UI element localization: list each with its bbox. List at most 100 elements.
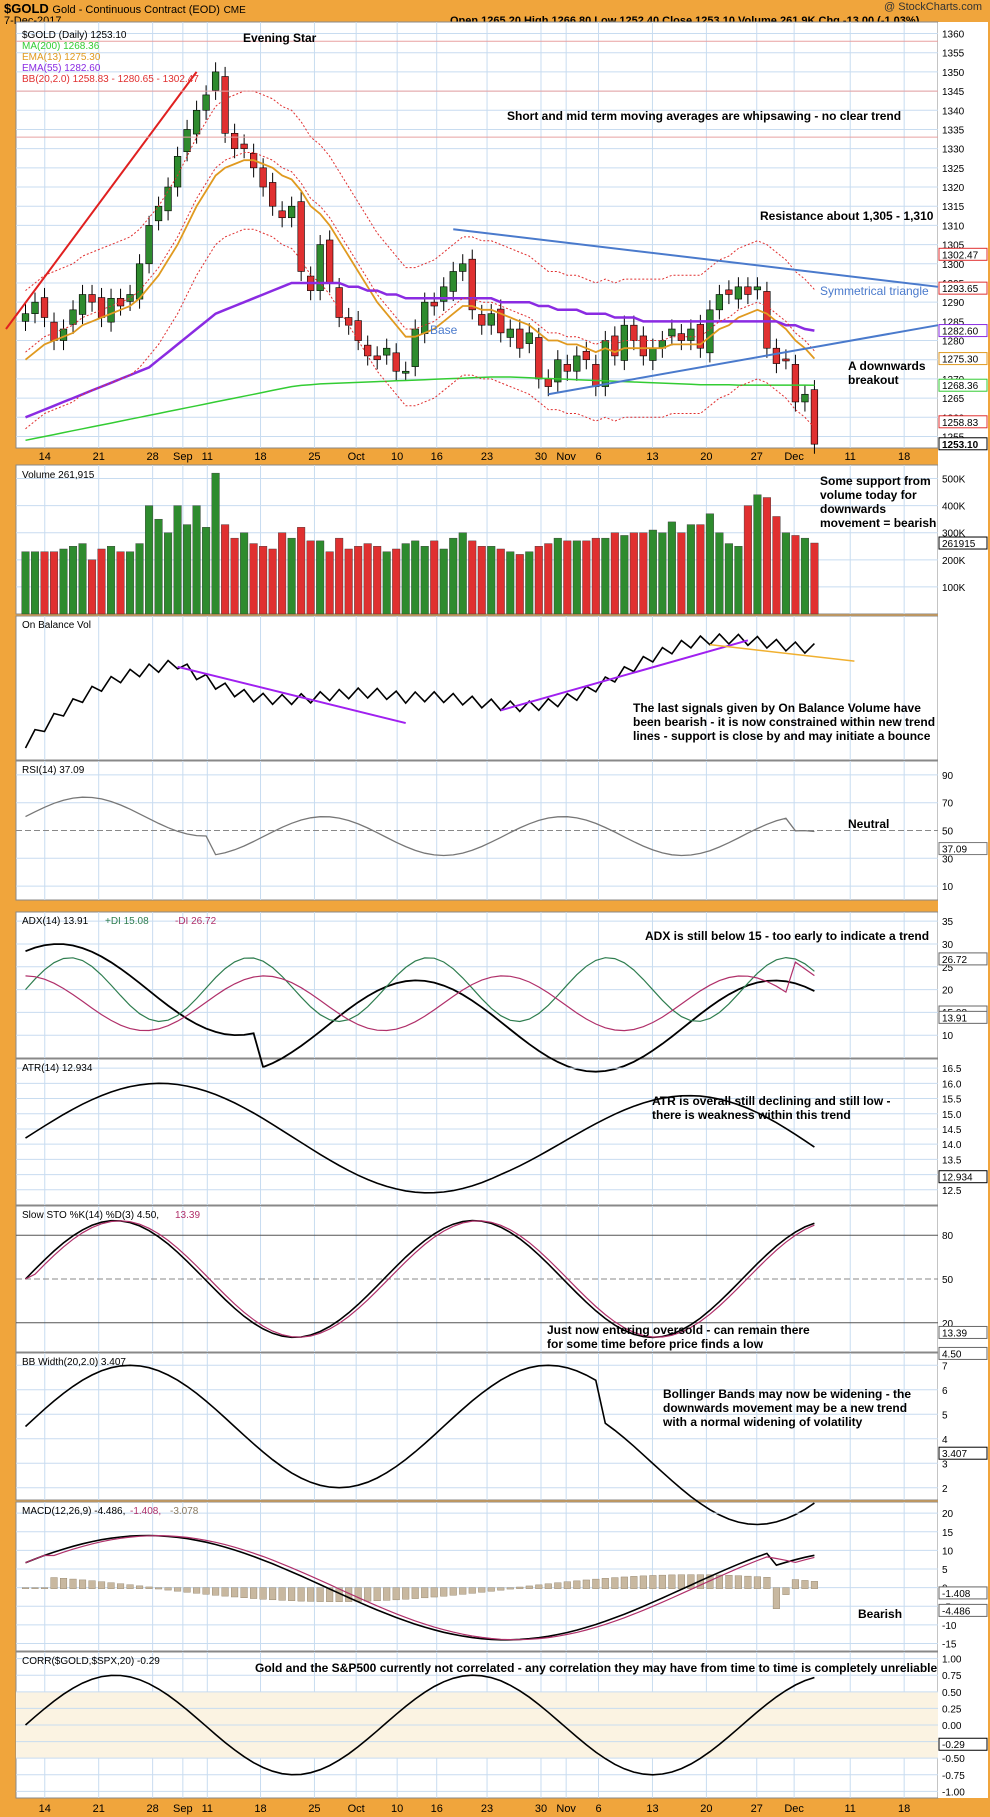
candle-body — [478, 314, 486, 326]
volume-bar — [145, 505, 154, 615]
price-legend-1: MA(200) 1268.36 — [22, 41, 100, 52]
candle-body — [21, 313, 30, 322]
x-tick-label: Nov — [556, 1803, 576, 1815]
macd-histogram-bar — [468, 1587, 476, 1594]
volume-bar — [59, 548, 68, 615]
macd-histogram-bar — [449, 1587, 457, 1596]
panel-atr — [15, 1058, 939, 1206]
macd-tick: -10 — [942, 1621, 957, 1632]
candle-body — [288, 205, 296, 219]
bbw-badge-box — [938, 1446, 988, 1460]
price-tick: 1310 — [942, 221, 965, 232]
volume-bar — [772, 516, 781, 615]
atr-note-0: ATR is overall still declining and still… — [652, 1094, 890, 1108]
macd-badge-box — [938, 1586, 988, 1600]
price-tick: 1345 — [942, 87, 965, 98]
macd-histogram-bar — [117, 1583, 125, 1589]
volume-bar — [69, 546, 78, 615]
macd-tick: 20 — [942, 1509, 954, 1520]
macd-histogram-bar — [649, 1575, 657, 1589]
volume-bar — [116, 551, 125, 615]
volume-bar — [800, 537, 809, 615]
macd-histogram-bar — [193, 1587, 201, 1594]
candle-body — [810, 389, 819, 445]
adx-note: ADX is still below 15 - too early to ind… — [645, 929, 929, 943]
macd-histogram-bar — [478, 1587, 486, 1593]
macd-histogram-bar — [563, 1581, 571, 1589]
corr-tick: -1.00 — [942, 1787, 965, 1798]
macd-histogram-bar — [40, 1587, 49, 1589]
candle-body — [326, 239, 334, 284]
volume-bar — [534, 546, 543, 615]
macd-histogram-bar — [715, 1574, 723, 1589]
obv-legend: On Balance Vol — [22, 620, 91, 631]
macd-histogram-bar — [31, 1587, 39, 1589]
candle-body — [563, 364, 571, 372]
candle-body — [535, 337, 543, 380]
candle-body — [687, 328, 695, 341]
macd-histogram-bar — [753, 1576, 761, 1589]
macd-histogram-bar — [383, 1587, 391, 1601]
corr-tick: 0.75 — [942, 1671, 962, 1682]
volume-bar — [439, 548, 448, 615]
macd-histogram-bar — [326, 1587, 334, 1602]
x-tick-label: 30 — [535, 1803, 547, 1815]
price-badge: 1258.83 — [942, 418, 979, 429]
corr-legend: CORR($GOLD,$SPX,20) -0.29 — [22, 1656, 160, 1667]
x-tick-label: 25 — [308, 1803, 320, 1815]
macd-histogram-bar — [734, 1575, 742, 1589]
volume-tick: 400K — [942, 502, 966, 513]
candle-body — [668, 328, 676, 337]
volume-tick: 200K — [942, 556, 966, 567]
candle-body — [449, 271, 457, 292]
macd-tick: 10 — [942, 1546, 954, 1557]
breakout-note-1: A downwards — [848, 359, 926, 373]
macd-histogram-bar — [174, 1587, 182, 1592]
corr-line — [24, 1674, 815, 1776]
volume-tick: 100K — [942, 583, 966, 594]
macd-histogram-bar — [212, 1587, 220, 1596]
atr-tick: 15.5 — [942, 1095, 962, 1106]
candle-body — [230, 132, 239, 149]
volume-bar — [259, 546, 268, 615]
sto-tick: 50 — [942, 1275, 954, 1286]
macd-histogram-bar — [535, 1584, 543, 1589]
macd-histogram-bar — [421, 1587, 429, 1599]
macd-tick: -15 — [942, 1640, 957, 1651]
x-tick-label-top: Nov — [556, 451, 576, 463]
ema55-line — [25, 281, 815, 419]
candle-body — [706, 309, 714, 354]
ma200-line — [25, 376, 815, 442]
volume-bar — [648, 529, 657, 615]
macd-histogram-bar — [525, 1585, 533, 1589]
volume-bar — [287, 537, 296, 615]
x-tick-label: 27 — [751, 1803, 763, 1815]
macd-histogram-bar — [497, 1587, 505, 1591]
x-tick-label-top: 21 — [93, 451, 105, 463]
macd-legend: MACD(12,26,9) -4.486, — [22, 1506, 125, 1517]
volume-bar — [667, 521, 676, 615]
sto-note-1: for some time before price finds a low — [547, 1337, 764, 1351]
rsi-line — [25, 796, 815, 857]
volume-bar — [781, 532, 790, 615]
candle-body — [487, 313, 495, 326]
macd-histogram-bar — [202, 1587, 210, 1595]
corr-badge-box — [938, 1737, 988, 1751]
rsi-badge-box — [938, 842, 988, 856]
volume-tick: 300K — [942, 529, 966, 540]
candle-body — [364, 344, 372, 357]
price-badge-box — [938, 352, 988, 366]
volume-bar — [297, 527, 306, 615]
volume-bar — [658, 532, 667, 615]
macd-signal-legend: -1.408, — [130, 1506, 161, 1517]
volume-bar — [762, 497, 771, 615]
macd-histogram-bar — [639, 1575, 647, 1589]
macd-histogram-bar — [364, 1587, 372, 1602]
atr-tick: 12.5 — [942, 1186, 962, 1197]
candle-body — [240, 143, 248, 149]
whipsaw-note: Short and mid term moving averages are w… — [507, 109, 901, 123]
adx-badge-box — [938, 952, 988, 966]
corr-tick: 0.50 — [942, 1688, 962, 1699]
bbw-note-0: Bollinger Bands may now be widening - th… — [663, 1387, 911, 1401]
atr-badge-box — [938, 1170, 988, 1184]
